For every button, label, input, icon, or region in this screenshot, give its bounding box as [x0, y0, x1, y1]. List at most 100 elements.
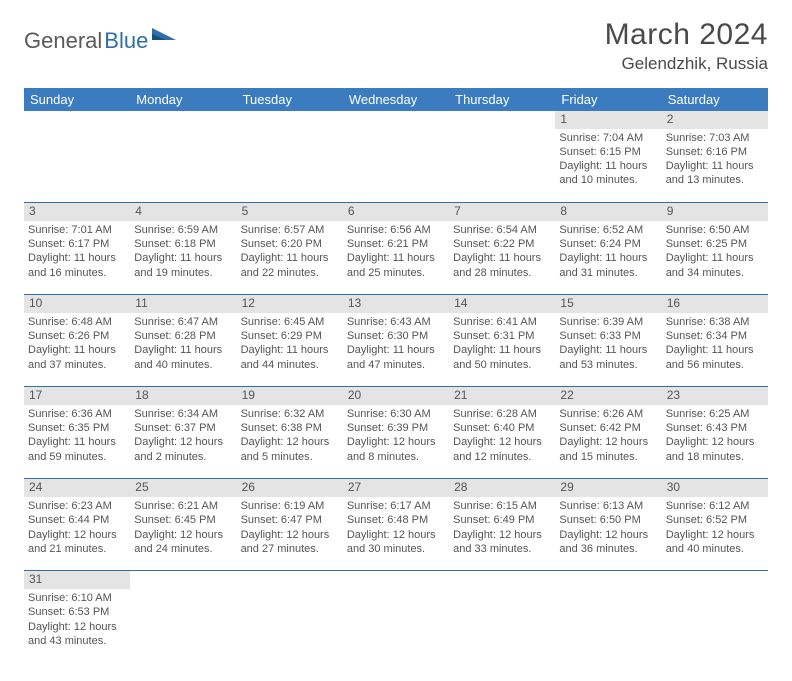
day-number: 18 — [130, 387, 236, 405]
calendar-cell — [237, 589, 343, 663]
daynum-row: 31 — [24, 571, 768, 589]
daynum-row: 10111213141516 — [24, 295, 768, 313]
calendar-cell: Sunrise: 6:10 AMSunset: 6:53 PMDaylight:… — [24, 589, 130, 663]
daylight-text: and 5 minutes. — [241, 450, 339, 464]
day-number: 5 — [237, 203, 343, 221]
calendar-cell — [237, 129, 343, 203]
calendar-cell — [449, 129, 555, 203]
calendar-cell: Sunrise: 6:28 AMSunset: 6:40 PMDaylight:… — [449, 405, 555, 479]
day-number: 20 — [343, 387, 449, 405]
calendar-cell: Sunrise: 6:32 AMSunset: 6:38 PMDaylight:… — [237, 405, 343, 479]
day-number — [343, 571, 449, 589]
sunrise-text: Sunrise: 6:57 AM — [241, 223, 339, 237]
sunrise-text: Sunrise: 6:17 AM — [347, 499, 445, 513]
day-number: 27 — [343, 479, 449, 497]
daylight-text: and 24 minutes. — [134, 542, 232, 556]
calendar-cell: Sunrise: 6:52 AMSunset: 6:24 PMDaylight:… — [555, 221, 661, 295]
calendar-cell: Sunrise: 6:17 AMSunset: 6:48 PMDaylight:… — [343, 497, 449, 571]
day-number — [24, 111, 130, 129]
daylight-text: and 59 minutes. — [28, 450, 126, 464]
calendar-table: SundayMondayTuesdayWednesdayThursdayFrid… — [24, 88, 768, 663]
sunrise-text: Sunrise: 6:19 AM — [241, 499, 339, 513]
weekday-header: Thursday — [449, 88, 555, 111]
calendar-cell: Sunrise: 6:45 AMSunset: 6:29 PMDaylight:… — [237, 313, 343, 387]
sunrise-text: Sunrise: 6:34 AM — [134, 407, 232, 421]
daylight-text: Daylight: 11 hours — [241, 251, 339, 265]
daylight-text: Daylight: 12 hours — [28, 528, 126, 542]
sunrise-text: Sunrise: 6:38 AM — [666, 315, 764, 329]
sunset-text: Sunset: 6:50 PM — [559, 513, 657, 527]
daylight-text: Daylight: 11 hours — [559, 343, 657, 357]
daylight-text: and 43 minutes. — [28, 634, 126, 648]
day-number: 10 — [24, 295, 130, 313]
calendar-week-row: Sunrise: 7:04 AMSunset: 6:15 PMDaylight:… — [24, 129, 768, 203]
daylight-text: and 18 minutes. — [666, 450, 764, 464]
daylight-text: Daylight: 12 hours — [347, 435, 445, 449]
calendar-cell: Sunrise: 6:47 AMSunset: 6:28 PMDaylight:… — [130, 313, 236, 387]
daylight-text: Daylight: 11 hours — [666, 251, 764, 265]
sunset-text: Sunset: 6:45 PM — [134, 513, 232, 527]
page: GeneralBlue March 2024 Gelendzhik, Russi… — [0, 0, 792, 681]
day-number — [237, 111, 343, 129]
daylight-text: and 2 minutes. — [134, 450, 232, 464]
location: Gelendzhik, Russia — [605, 54, 768, 74]
sunset-text: Sunset: 6:49 PM — [453, 513, 551, 527]
sunrise-text: Sunrise: 7:01 AM — [28, 223, 126, 237]
daylight-text: Daylight: 11 hours — [666, 343, 764, 357]
sunset-text: Sunset: 6:52 PM — [666, 513, 764, 527]
sunrise-text: Sunrise: 6:25 AM — [666, 407, 764, 421]
day-number: 17 — [24, 387, 130, 405]
calendar-cell — [24, 129, 130, 203]
sunset-text: Sunset: 6:25 PM — [666, 237, 764, 251]
sunrise-text: Sunrise: 6:32 AM — [241, 407, 339, 421]
daylight-text: Daylight: 11 hours — [28, 251, 126, 265]
daylight-text: and 16 minutes. — [28, 266, 126, 280]
sunset-text: Sunset: 6:26 PM — [28, 329, 126, 343]
day-number — [555, 571, 661, 589]
calendar-week-row: Sunrise: 6:10 AMSunset: 6:53 PMDaylight:… — [24, 589, 768, 663]
day-number: 28 — [449, 479, 555, 497]
daylight-text: and 8 minutes. — [347, 450, 445, 464]
daylight-text: and 21 minutes. — [28, 542, 126, 556]
calendar-cell — [662, 589, 768, 663]
calendar-cell: Sunrise: 7:01 AMSunset: 6:17 PMDaylight:… — [24, 221, 130, 295]
day-number: 31 — [24, 571, 130, 589]
sunset-text: Sunset: 6:35 PM — [28, 421, 126, 435]
daylight-text: Daylight: 11 hours — [134, 251, 232, 265]
calendar-cell: Sunrise: 6:43 AMSunset: 6:30 PMDaylight:… — [343, 313, 449, 387]
sunset-text: Sunset: 6:34 PM — [666, 329, 764, 343]
daylight-text: and 44 minutes. — [241, 358, 339, 372]
daylight-text: and 40 minutes. — [134, 358, 232, 372]
sunrise-text: Sunrise: 6:28 AM — [453, 407, 551, 421]
daynum-row: 17181920212223 — [24, 387, 768, 405]
daylight-text: Daylight: 12 hours — [559, 528, 657, 542]
sunset-text: Sunset: 6:16 PM — [666, 145, 764, 159]
day-number: 22 — [555, 387, 661, 405]
calendar-cell: Sunrise: 6:39 AMSunset: 6:33 PMDaylight:… — [555, 313, 661, 387]
daylight-text: Daylight: 11 hours — [347, 251, 445, 265]
header: GeneralBlue March 2024 Gelendzhik, Russi… — [24, 18, 768, 74]
calendar-cell: Sunrise: 6:25 AMSunset: 6:43 PMDaylight:… — [662, 405, 768, 479]
calendar-week-row: Sunrise: 6:48 AMSunset: 6:26 PMDaylight:… — [24, 313, 768, 387]
daylight-text: and 13 minutes. — [666, 173, 764, 187]
daylight-text: and 50 minutes. — [453, 358, 551, 372]
sunrise-text: Sunrise: 6:15 AM — [453, 499, 551, 513]
calendar-cell: Sunrise: 6:57 AMSunset: 6:20 PMDaylight:… — [237, 221, 343, 295]
daylight-text: and 28 minutes. — [453, 266, 551, 280]
daylight-text: Daylight: 12 hours — [453, 435, 551, 449]
calendar-cell: Sunrise: 6:48 AMSunset: 6:26 PMDaylight:… — [24, 313, 130, 387]
calendar-week-row: Sunrise: 6:23 AMSunset: 6:44 PMDaylight:… — [24, 497, 768, 571]
day-number: 15 — [555, 295, 661, 313]
daylight-text: and 53 minutes. — [559, 358, 657, 372]
calendar-cell: Sunrise: 6:59 AMSunset: 6:18 PMDaylight:… — [130, 221, 236, 295]
daylight-text: Daylight: 11 hours — [559, 159, 657, 173]
daynum-row: 24252627282930 — [24, 479, 768, 497]
day-number — [449, 571, 555, 589]
daynum-row: 3456789 — [24, 203, 768, 221]
daylight-text: and 31 minutes. — [559, 266, 657, 280]
sunrise-text: Sunrise: 6:12 AM — [666, 499, 764, 513]
day-number: 1 — [555, 111, 661, 129]
day-number: 25 — [130, 479, 236, 497]
daylight-text: Daylight: 12 hours — [666, 435, 764, 449]
daylight-text: Daylight: 12 hours — [241, 435, 339, 449]
